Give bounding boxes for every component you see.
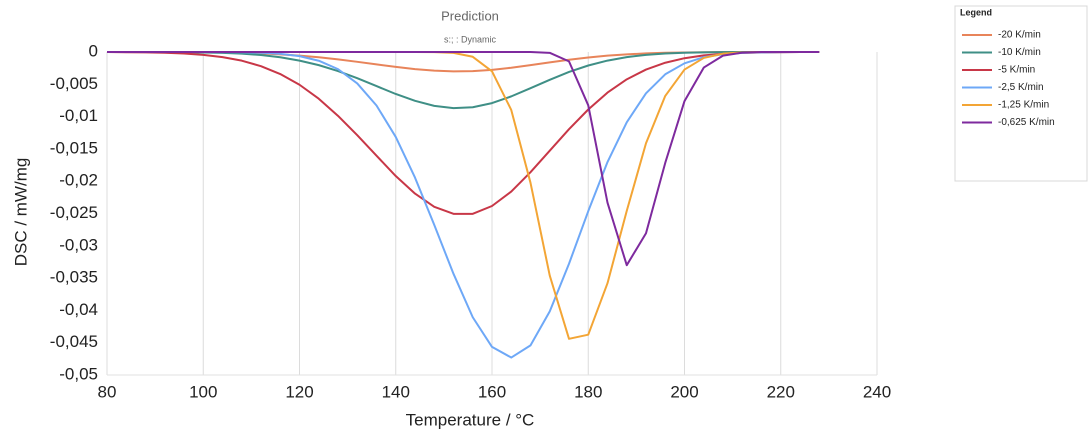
y-tick-label: -0,05 <box>59 364 98 383</box>
y-tick-label: -0,015 <box>50 138 98 157</box>
y-tick-label: -0,005 <box>50 74 98 93</box>
legend-title: Legend <box>960 7 992 17</box>
y-tick-label: -0,03 <box>59 235 98 254</box>
data-line <box>107 51 820 110</box>
x-tick-label: 120 <box>285 382 313 401</box>
y-tick-label: 0 <box>89 41 98 60</box>
x-tick-label: 80 <box>98 382 117 401</box>
data-line <box>107 51 820 359</box>
y-tick-label: -0,02 <box>59 171 98 190</box>
x-tick-label: 240 <box>863 382 891 401</box>
y-tick-label: -0,045 <box>50 332 98 351</box>
x-tick-label: 140 <box>382 382 410 401</box>
data-line <box>107 51 820 267</box>
x-tick-label: 180 <box>574 382 602 401</box>
x-tick-label: 200 <box>670 382 698 401</box>
chart-subtitle: s:; : Dynamic <box>444 34 497 44</box>
y-tick-label: -0,025 <box>50 203 98 222</box>
y-tick-label: -0,04 <box>59 300 98 319</box>
x-axis-label: Temperature / °C <box>406 410 535 429</box>
legend-label: -20 K/min <box>998 30 1041 41</box>
x-tick-label: 100 <box>189 382 217 401</box>
y-tick-label: -0,035 <box>50 268 98 287</box>
legend-label: -0,625 K/min <box>998 117 1055 128</box>
legend-label: -1,25 K/min <box>998 100 1049 111</box>
legend-label: -10 K/min <box>998 47 1041 58</box>
y-tick-label: -0,01 <box>59 106 98 125</box>
chart-title: Prediction <box>441 8 499 23</box>
x-tick-label: 220 <box>767 382 795 401</box>
y-axis-label: DSC / mW/mg <box>11 158 30 267</box>
legend-label: -5 K/min <box>998 65 1035 76</box>
data-line <box>106 51 820 215</box>
legend-label: -2,5 K/min <box>998 82 1044 93</box>
x-tick-label: 160 <box>478 382 506 401</box>
